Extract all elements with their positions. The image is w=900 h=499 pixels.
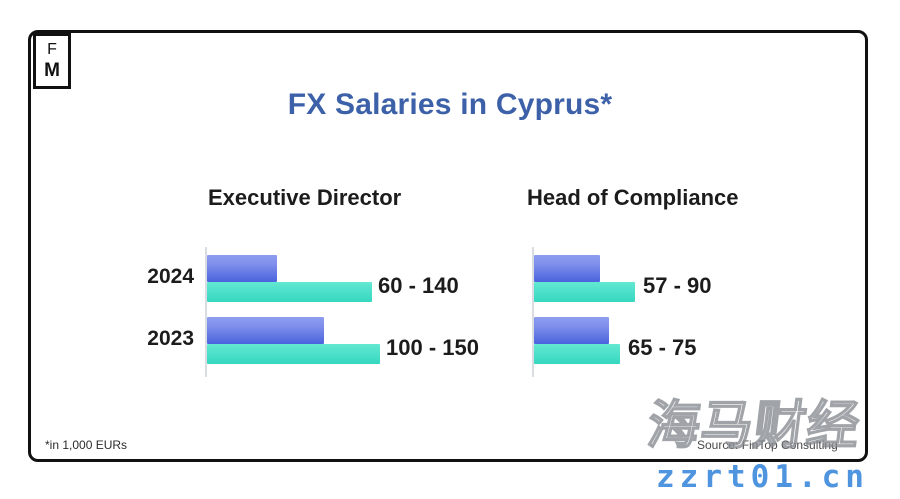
bar-min [207, 317, 324, 344]
row-category-label: 2024 [147, 265, 194, 288]
bar-value-label: 60 - 140 [378, 273, 459, 298]
bar-max [207, 282, 372, 302]
bar-value-label: 57 - 90 [643, 273, 712, 298]
chart-head-of-compliance: Head of Compliance 57 - 90 65 - 75 [503, 185, 833, 387]
logo-letter-f: F [47, 41, 57, 58]
bar-max [207, 344, 380, 364]
bar-min [207, 255, 277, 282]
chart-row: 65 - 75 [503, 315, 833, 371]
page-title: FX Salaries in Cyprus* [287, 88, 613, 121]
chart-row: 57 - 90 [503, 253, 833, 309]
logo-letter-m: M [44, 60, 60, 81]
chart-plot: 57 - 90 65 - 75 [503, 247, 833, 387]
chart-row: 2024 60 - 140 [128, 253, 488, 309]
chart-axis-line [532, 247, 534, 377]
chart-title: Head of Compliance [527, 185, 739, 210]
footnote-source: Source: FinTop Consulting [697, 438, 838, 452]
chart-row: 2023 100 - 150 [128, 315, 488, 371]
slide-frame [28, 30, 868, 462]
footnote-units: *in 1,000 EURs [45, 438, 128, 452]
bar-min [534, 317, 609, 344]
row-category-label: 2023 [147, 327, 194, 350]
chart-plot: 2024 60 - 140 2023 100 - 150 [128, 247, 488, 387]
chart-axis-line [205, 247, 207, 377]
charts-area: Executive Director 2024 60 - 140 2023 10… [28, 185, 868, 395]
bar-value-label: 100 - 150 [386, 335, 479, 360]
bar-max [534, 282, 635, 302]
chart-executive-director: Executive Director 2024 60 - 140 2023 10… [128, 185, 488, 387]
chart-title: Executive Director [208, 185, 402, 210]
bar-min [534, 255, 600, 282]
bar-max [534, 344, 620, 364]
watermark-url: zzrt01.cn [656, 459, 869, 495]
fm-logo: F M [33, 33, 71, 89]
bar-value-label: 65 - 75 [628, 335, 697, 360]
